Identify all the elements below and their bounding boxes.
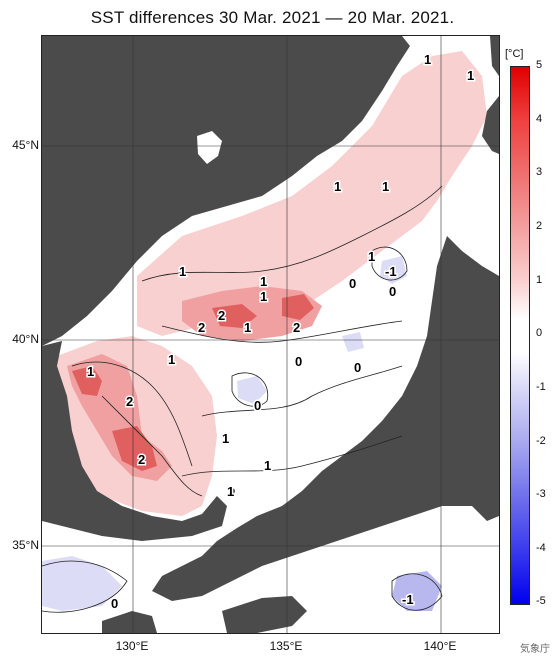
contour-label: 1	[244, 320, 251, 335]
colorbar-tick: -2	[536, 435, 546, 447]
contour-label: -1	[402, 592, 414, 607]
sst-difference-map: 1 1 1 1 1 1 -1 0 0 1 1 2 2 1 2 1 0 0 1 2…	[41, 35, 500, 634]
contour-labels: 1 1 1 1 1 1 -1 0 0 1 1 2 2 1 2 1 0 0 1 2…	[86, 51, 476, 613]
contour-label: 1	[260, 289, 267, 304]
lat-label-40n: 40°N	[12, 332, 39, 346]
sado-island	[427, 361, 440, 378]
land-shikoku	[222, 596, 307, 633]
colorbar-tick: 0	[536, 327, 543, 339]
map-title: SST differences 30 Mar. 2021 — 20 Mar. 2…	[90, 8, 455, 27]
colorbar-tick: 3	[536, 166, 543, 178]
colorbar-tick: 5	[536, 59, 543, 71]
ulleung-island	[229, 488, 235, 494]
contour-label: 1	[87, 364, 94, 379]
contour-label: 1	[424, 52, 431, 67]
colorbar-tick: -4	[536, 542, 546, 554]
warm-region-north	[137, 51, 487, 336]
contour-label: 0	[111, 596, 118, 611]
land-hokkaido	[482, 96, 499, 154]
land-kyushu	[102, 611, 157, 633]
colorbar-unit: [°C]	[505, 48, 524, 60]
contour-label: 2	[138, 452, 145, 467]
contour-label: 0	[254, 398, 261, 413]
lat-label-45n: 45°N	[12, 138, 39, 152]
cool-patch-southwest	[42, 556, 122, 611]
contour-label: 1	[368, 249, 375, 264]
cool-patch-east	[342, 332, 364, 352]
colorbar-tick: -5	[536, 595, 546, 607]
warm-core-northwest	[72, 366, 102, 396]
colorbar-tick: -1	[536, 381, 546, 393]
colorbar-tick: 1	[536, 274, 543, 286]
colorbar-tick: -3	[536, 488, 546, 500]
land-honshu	[152, 236, 499, 601]
contours	[42, 185, 443, 613]
colorbar-tick: 2	[536, 220, 543, 232]
oki-island	[323, 525, 331, 533]
contour-label: 2	[293, 320, 300, 335]
lon-label-140e: 140°E	[423, 639, 457, 653]
contour-label: 1	[179, 264, 186, 279]
contour-label: 1	[168, 352, 175, 367]
contour-label: 1	[334, 179, 341, 194]
contour-label: 0	[389, 284, 396, 299]
warm-core-west	[112, 426, 157, 471]
contour-label: 1	[222, 431, 229, 446]
cool-patch-southeast	[392, 571, 442, 611]
contour-label: 2	[218, 308, 225, 323]
contour-label: 1	[382, 179, 389, 194]
contour-label: 2	[198, 320, 205, 335]
colorbar-tick: 4	[536, 113, 543, 125]
cool-patch-center	[237, 376, 267, 404]
contour-label: 2	[126, 394, 133, 409]
cool-patch-north	[380, 256, 407, 284]
contour-label: 0	[354, 360, 361, 375]
lon-label-130e: 130°E	[115, 639, 149, 653]
lake	[197, 131, 222, 164]
contour-label: 1	[467, 68, 474, 83]
land-sakhalin	[490, 36, 499, 76]
land-continent	[42, 36, 410, 346]
contour-label: 0	[295, 354, 302, 369]
land-korea	[42, 341, 227, 541]
colorbar	[510, 66, 530, 605]
credit-text: 気象庁	[520, 644, 550, 655]
warm-core-central	[212, 304, 257, 328]
contour-label: -1	[385, 264, 397, 279]
lat-label-35n: 35°N	[12, 538, 39, 552]
contour-label: 1	[264, 458, 271, 473]
contour-label: 1	[260, 274, 267, 289]
lon-label-135e: 135°E	[269, 639, 303, 653]
graticule	[42, 36, 499, 633]
warm-core-central-east	[282, 294, 314, 320]
map-canvas: 1 1 1 1 1 1 -1 0 0 1 1 2 2 1 2 1 0 0 1 2…	[42, 36, 499, 633]
contour-label: 0	[349, 276, 356, 291]
contour-label: 1	[227, 484, 234, 499]
